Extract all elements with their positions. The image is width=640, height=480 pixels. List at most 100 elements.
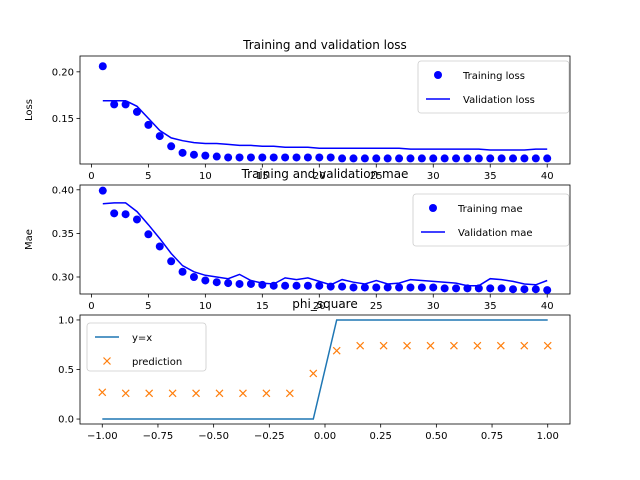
data-point [201, 276, 210, 285]
x-tick-label: 35 [484, 301, 497, 312]
y-tick-label: 0.40 [52, 185, 74, 196]
data-point [315, 281, 324, 290]
data-point [326, 153, 335, 162]
data-point [338, 154, 347, 163]
data-point [215, 389, 224, 398]
chart-2: −1.00 −0.75 −0.50 −0.25 0.00 0.25 0.50 0.75 1.00… [58, 297, 571, 442]
x-tick-label: −1.00 [87, 431, 118, 442]
data-point [383, 283, 392, 292]
data-point [132, 107, 141, 116]
x-tick-label: 40 [541, 301, 554, 312]
legend-label: y=x [132, 333, 152, 344]
legend-label: Validation loss [463, 95, 535, 106]
data-point [281, 153, 290, 162]
data-point [303, 153, 312, 162]
legend-box [412, 193, 570, 247]
data-point [168, 389, 177, 398]
data-point [145, 389, 154, 398]
data-point [98, 388, 107, 397]
data-point [372, 283, 381, 292]
data-point [192, 389, 200, 398]
series-line-1 [102, 202, 548, 287]
legend-box [417, 60, 570, 114]
data-point [224, 279, 233, 288]
data-point [520, 341, 529, 350]
data-point [356, 341, 365, 350]
data-point [155, 132, 164, 141]
data-point [520, 285, 529, 294]
x-tick-label: 0 [88, 171, 94, 182]
legend-dot-swatch [429, 204, 437, 212]
data-point [417, 283, 426, 292]
x-tick-label: 0.75 [481, 431, 503, 442]
data-point [531, 154, 540, 163]
x-tick-label: 15 [256, 301, 269, 312]
chart-title: Training and validation loss [242, 38, 407, 52]
x-marker-stroke [121, 389, 130, 398]
x-marker-stroke [543, 341, 552, 350]
data-point [349, 154, 358, 163]
x-marker-stroke [379, 341, 388, 350]
x-marker-stroke [262, 389, 271, 398]
data-point [531, 285, 540, 294]
data-point [235, 153, 244, 162]
y-tick-label: 0.35 [52, 229, 74, 240]
x-marker-stroke [215, 389, 224, 398]
data-point [395, 283, 404, 292]
data-point [269, 153, 278, 162]
data-point [338, 282, 347, 291]
x-marker-stroke [239, 389, 247, 398]
x-tick-label: 0 [88, 301, 94, 312]
y-axis-label: Loss [24, 99, 35, 121]
data-point [121, 210, 130, 219]
data-point [395, 154, 404, 163]
data-point [315, 153, 324, 162]
data-point [417, 154, 426, 163]
x-tick-label: 20 [313, 171, 326, 182]
y-tick-label: 0.5 [58, 365, 74, 376]
data-point [509, 154, 518, 163]
data-point [292, 153, 301, 162]
x-marker-stroke [356, 341, 365, 350]
legend-label: prediction [132, 357, 182, 368]
data-point [360, 154, 369, 163]
data-point [486, 284, 495, 293]
data-point [332, 346, 341, 355]
data-point [474, 154, 483, 163]
data-point [406, 283, 415, 292]
x-marker-stroke [473, 341, 482, 350]
axes-frame [79, 55, 571, 165]
x-tick-label: 5 [145, 171, 151, 182]
data-point [167, 142, 176, 151]
data-point [110, 209, 119, 218]
x-marker-stroke [496, 341, 505, 350]
data-point [167, 257, 176, 266]
data-point [132, 215, 141, 224]
x-tick-label: 30 [427, 171, 440, 182]
data-point [450, 341, 458, 350]
x-tick-label: 15 [256, 171, 269, 182]
data-point [246, 153, 255, 162]
x-marker-stroke [98, 388, 107, 397]
x-tick-label: −0.25 [254, 431, 285, 442]
data-point [452, 284, 461, 293]
data-point [309, 369, 318, 378]
data-point [235, 279, 244, 288]
data-point [155, 242, 164, 251]
x-tick-label: 25 [370, 301, 383, 312]
chart-1: 0 5 10 15 20 25 30 35 40 0.30 0.35 0.40 Training and… [24, 167, 571, 312]
legend: y=x prediction [86, 322, 207, 372]
data-point [246, 279, 255, 288]
legend-box [86, 322, 207, 372]
data-point [496, 341, 505, 350]
chart-title: phi_square [292, 297, 357, 311]
x-tick-label: 0.25 [370, 431, 392, 442]
data-point [144, 230, 153, 239]
series-line-0 [102, 319, 548, 420]
data-point [212, 278, 221, 287]
data-point [440, 154, 449, 163]
data-point [543, 286, 552, 295]
x-tick-label: 0.00 [314, 431, 336, 442]
x-marker-stroke [332, 346, 341, 355]
data-point [543, 154, 552, 163]
